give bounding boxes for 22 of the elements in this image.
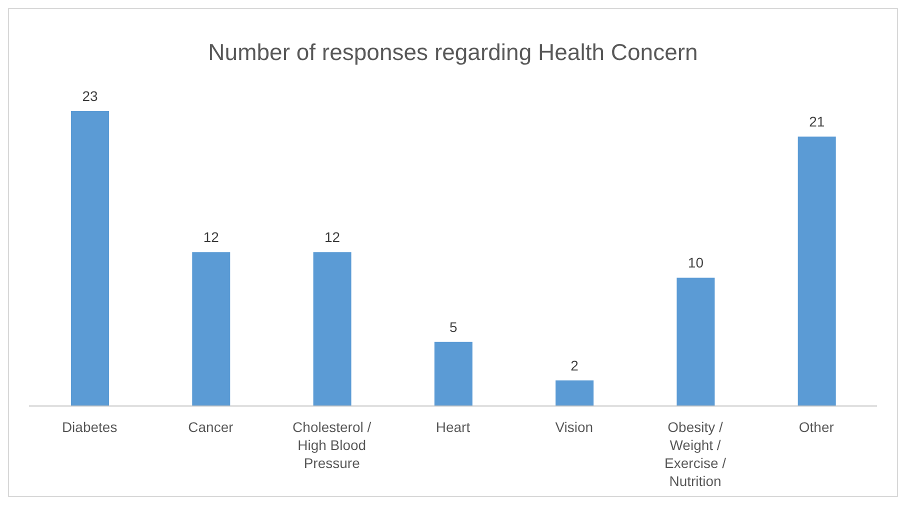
bar [676,278,715,406]
x-tick-label: Cholesterol / High Blood Pressure [292,419,372,471]
x-tick-label: Other [798,419,834,435]
x-tick-label: Heart [436,419,470,435]
bar [434,342,472,406]
bar [71,111,109,406]
bar [192,252,230,406]
x-tick-label: Vision [555,419,594,435]
bar [313,252,352,406]
data-label: 21 [809,114,825,130]
x-tick-label: Cancer [188,419,234,435]
x-tick-label: Obesity / Weight / Exercise / Nutrition [664,419,726,489]
data-label: 23 [82,88,98,104]
data-label: 5 [450,318,458,335]
chart-title: Number of responses regarding Health Concern [207,39,699,66]
data-label: 12 [324,229,340,246]
data-label: 10 [688,254,704,271]
x-tick-label: Diabetes [62,419,118,435]
data-label: 2 [570,357,579,374]
data-label: 12 [203,229,220,246]
bar [798,136,836,406]
bar [556,380,594,406]
